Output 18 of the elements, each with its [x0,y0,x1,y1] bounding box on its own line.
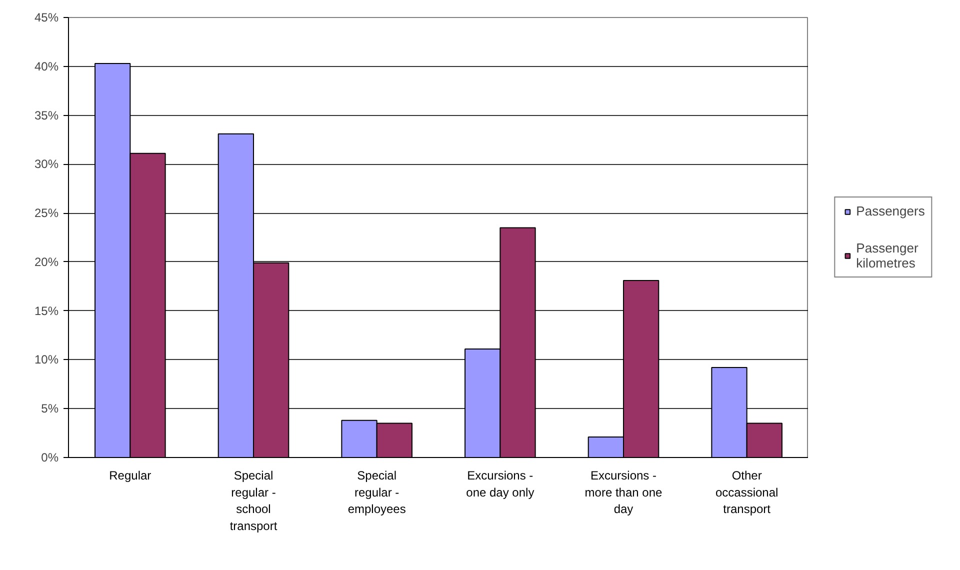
legend-label: Passenger kilometres [856,240,918,270]
x-tick-label: Other occassional transport [715,468,778,516]
y-tick-label: 20% [34,254,59,269]
y-tick-label: 40% [34,59,59,74]
y-tick-label: 5% [41,402,59,416]
x-tick-label: Excursions - one day only [466,468,534,500]
y-tick-label: 25% [34,206,59,220]
y-tick-label: 30% [34,157,59,172]
y-tick-label: 15% [34,304,59,318]
legend-label: Passengers [856,204,925,218]
y-tick-label: 45% [34,10,59,24]
x-tick-label: Regular [109,468,152,482]
x-tick-label: Excursions - more than one day [584,468,663,516]
x-tick-label: Special regular - school transport [230,468,278,533]
y-tick-label: 35% [34,108,59,122]
x-tick-label: Special regular - employees [348,468,406,516]
y-tick-label: 0% [41,450,59,464]
y-tick-label: 10% [34,352,59,367]
